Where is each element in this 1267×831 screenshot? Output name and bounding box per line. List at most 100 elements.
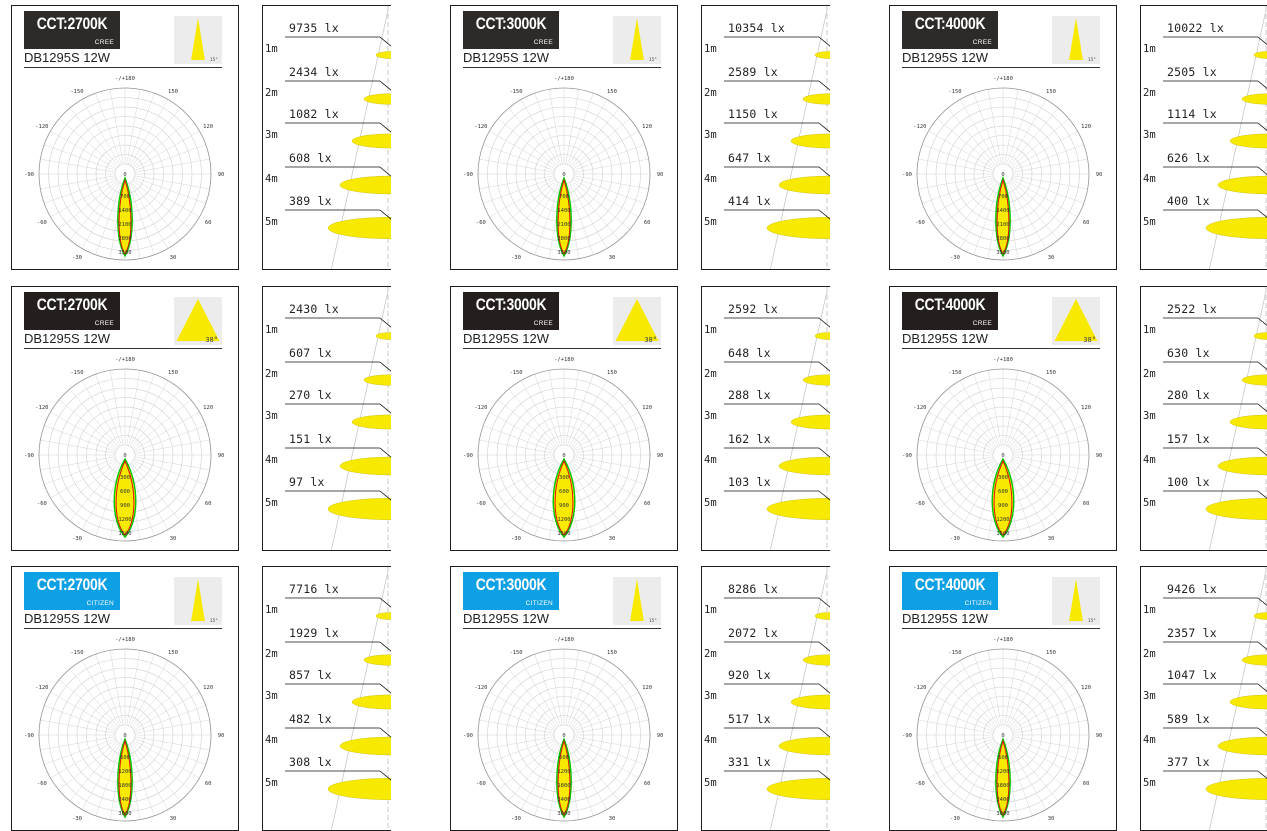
polar-grid-spoke bbox=[81, 463, 121, 530]
leader-line-diagonal bbox=[1257, 361, 1267, 371]
distance-label: 5m bbox=[1143, 777, 1156, 789]
radial-scale-label: 600 bbox=[998, 489, 1008, 495]
polar-grid-spoke bbox=[134, 458, 206, 485]
polar-grid-spoke bbox=[973, 374, 1000, 446]
polar-grid-spoke bbox=[497, 399, 557, 449]
angle-label: 60 bbox=[644, 781, 651, 787]
intensity-curve-c90 bbox=[554, 459, 574, 536]
angle-label: -60 bbox=[915, 781, 925, 787]
polar-chart: -/+180 -150 150 -120 120 -90 90 -60 60 -30 30 0 0 700… bbox=[902, 76, 1102, 261]
leader-line-diagonal bbox=[818, 166, 830, 177]
illuminance-value: 482 lx bbox=[289, 712, 332, 726]
center-label: 0 bbox=[123, 733, 126, 739]
polar-grid-spoke bbox=[572, 739, 639, 779]
polar-grid-spoke bbox=[918, 158, 994, 173]
illuminance-diagram bbox=[724, 6, 830, 269]
illuminance-value: 607 lx bbox=[289, 346, 332, 360]
light-spot bbox=[375, 612, 391, 620]
polar-grid-spoke bbox=[1006, 744, 1033, 816]
polar-grid-spoke bbox=[928, 178, 995, 218]
illuminance-diagram bbox=[1163, 567, 1267, 830]
polar-grid-spoke bbox=[497, 741, 557, 791]
angle-label: -150 bbox=[509, 89, 522, 95]
polar-grid-spoke bbox=[1011, 411, 1078, 451]
distance-label: 2m bbox=[704, 648, 717, 660]
intensity-curve-c0 bbox=[995, 176, 1011, 258]
angle-label: -150 bbox=[948, 89, 961, 95]
polar-grid-spoke bbox=[134, 439, 210, 454]
polar-grid-spoke bbox=[1004, 650, 1019, 726]
illuminance-value: 400 lx bbox=[1167, 194, 1210, 208]
polar-grid-spoke bbox=[568, 99, 608, 166]
polar-grid-spoke bbox=[1007, 99, 1047, 166]
polar-grid-spoke bbox=[1012, 177, 1084, 204]
polar-grid-spoke bbox=[134, 738, 206, 765]
polar-grid-spoke bbox=[1012, 738, 1084, 765]
illuminance-value: 9735 lx bbox=[289, 21, 339, 35]
light-spot bbox=[1229, 694, 1267, 710]
polar-grid-spoke bbox=[548, 650, 563, 726]
distance-label: 1m bbox=[1143, 43, 1156, 55]
light-spot bbox=[363, 654, 391, 666]
polar-grid-spoke bbox=[1012, 736, 1088, 751]
polar-grid-spoke bbox=[497, 461, 557, 511]
angle-label: -90 bbox=[24, 453, 34, 459]
illuminance-card: 2522 lx 1m 630 lx 2m 280 lx 3m 157 lx 4m 100 lx 5… bbox=[1140, 286, 1267, 551]
angle-label: -120 bbox=[913, 124, 926, 130]
polar-grid-spoke bbox=[1006, 374, 1033, 446]
polar-grid-spoke bbox=[479, 456, 555, 471]
illuminance-card: 8286 lx 1m 2072 lx 2m 920 lx 3m 517 lx 4m 331 lx… bbox=[701, 566, 830, 831]
radial-scale-label: 2400 bbox=[118, 797, 131, 803]
distance-label: 5m bbox=[265, 216, 278, 228]
polar-grid-spoke bbox=[40, 158, 116, 173]
polar-grid-spoke bbox=[131, 388, 181, 448]
radial-scale-label: 1200 bbox=[996, 517, 1009, 523]
polar-grid-spoke bbox=[132, 679, 192, 729]
polar-grid-spoke bbox=[565, 89, 580, 165]
polar-grid-spoke bbox=[568, 743, 608, 810]
illuminance-value: 10022 lx bbox=[1167, 21, 1224, 35]
polar-grid-spoke bbox=[534, 93, 561, 165]
angle-label: 150 bbox=[607, 89, 617, 95]
beam-angle-label: 38° bbox=[1083, 336, 1096, 344]
polar-grid-spoke bbox=[133, 411, 200, 451]
polar-grid-spoke bbox=[134, 456, 210, 471]
angle-label: 30 bbox=[609, 536, 616, 542]
polar-grid-spoke bbox=[50, 691, 117, 731]
intensity-curve-c90 bbox=[993, 459, 1013, 536]
illuminance-card: 10022 lx 1m 2505 lx 2m 1114 lx 3m 626 lx 4m 400 … bbox=[1140, 5, 1267, 270]
leader-line-diagonal bbox=[1257, 641, 1267, 651]
angle-label: 150 bbox=[607, 370, 617, 376]
leader-line-diagonal bbox=[1257, 727, 1267, 737]
radial-scale-label: 600 bbox=[120, 489, 130, 495]
brand-label: CREE bbox=[533, 39, 553, 46]
radial-scale-label: 3500 bbox=[118, 250, 131, 256]
beam-angle-icon: 38° bbox=[613, 297, 661, 345]
model-name: DB1295S 12W bbox=[24, 331, 110, 346]
light-spot bbox=[1241, 374, 1267, 386]
illuminance-value: 608 lx bbox=[289, 151, 332, 165]
illuminance-diagram bbox=[285, 6, 391, 269]
polar-grid-spoke bbox=[947, 668, 997, 728]
angle-label: 30 bbox=[609, 255, 616, 261]
distance-label: 2m bbox=[1143, 368, 1156, 380]
radial-scale-label: 900 bbox=[120, 503, 130, 509]
angle-label: -/+180 bbox=[993, 357, 1013, 363]
polar-card: CCT:4000K CITIZEN DB1295S 12W 15° -/+180 -150… bbox=[889, 566, 1117, 831]
angle-label: -/+180 bbox=[554, 76, 574, 82]
light-spot bbox=[327, 498, 391, 520]
distance-label: 5m bbox=[704, 777, 717, 789]
leader-line-diagonal bbox=[379, 447, 391, 458]
polar-grid-spoke bbox=[936, 741, 996, 791]
cct-badge: CCT:4000K CREE bbox=[902, 292, 998, 330]
angle-label-zero: 0 bbox=[562, 550, 565, 551]
polar-grid-spoke bbox=[1010, 741, 1070, 791]
model-name: DB1295S 12W bbox=[24, 50, 110, 65]
polar-outer-ring bbox=[916, 368, 1090, 542]
title-rule bbox=[463, 348, 661, 349]
light-spot bbox=[1229, 133, 1267, 149]
angle-label: 150 bbox=[168, 370, 178, 376]
angle-label: 60 bbox=[205, 781, 212, 787]
polar-grid-spoke bbox=[58, 461, 118, 511]
light-spot bbox=[1217, 456, 1267, 476]
